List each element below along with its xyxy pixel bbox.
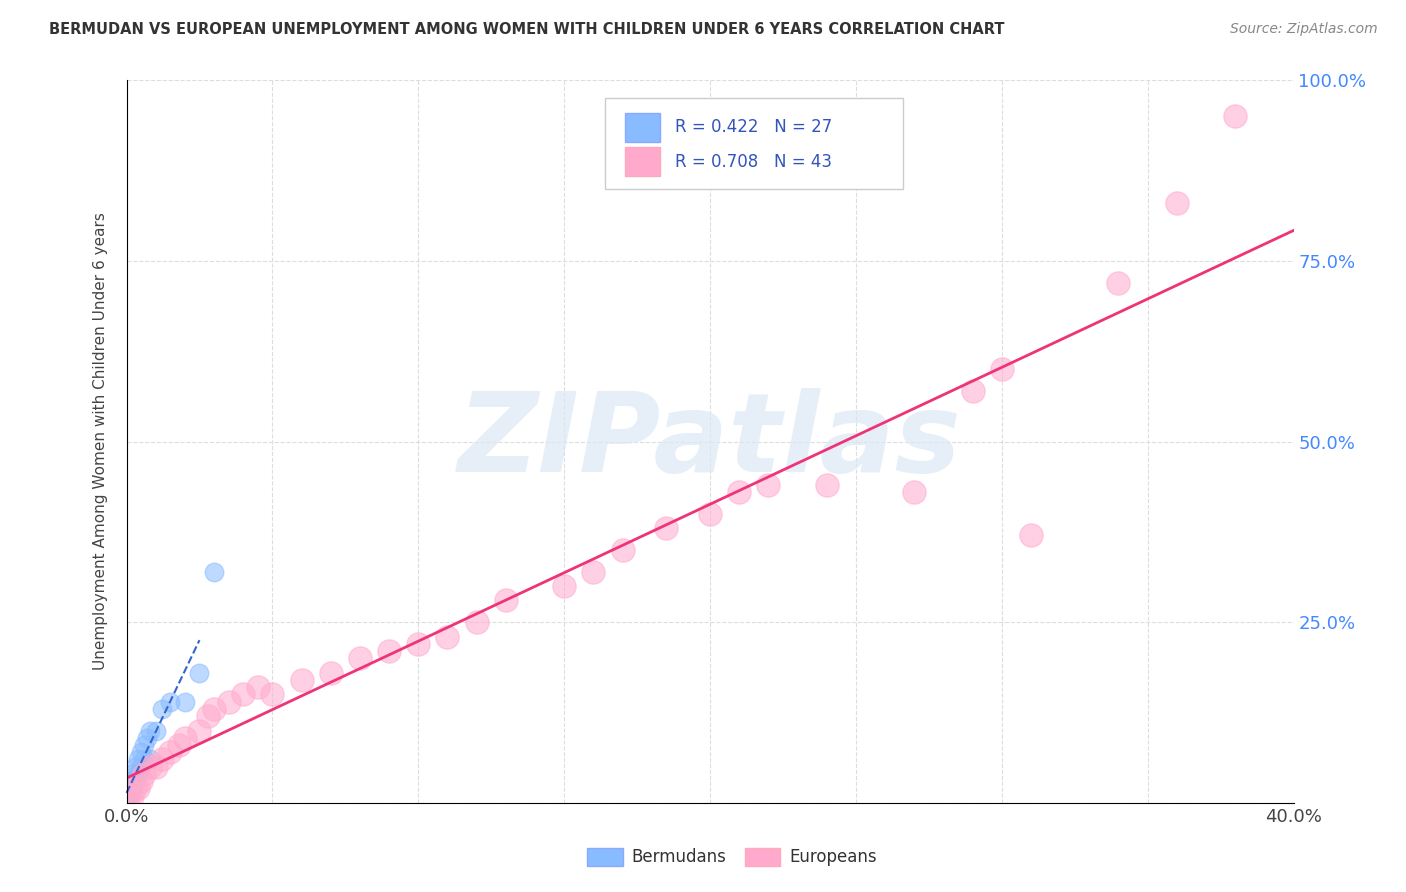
Point [962,384,984,398]
Point [655,521,678,535]
Point [124,774,146,789]
Point [127,781,149,796]
Point [159,745,181,759]
Point [118,781,141,796]
Point [188,723,211,738]
Point [1166,196,1188,211]
Text: ZIPatlas: ZIPatlas [458,388,962,495]
Point [121,781,143,796]
Point [132,738,155,752]
Text: R = 0.708   N = 43: R = 0.708 N = 43 [675,153,832,171]
Text: Europeans: Europeans [789,848,877,866]
Point [121,767,143,781]
Text: BERMUDAN VS EUROPEAN UNEMPLOYMENT AMONG WOMEN WITH CHILDREN UNDER 6 YEARS CORREL: BERMUDAN VS EUROPEAN UNEMPLOYMENT AMONG … [49,22,1005,37]
Bar [745,848,780,866]
Point [139,760,162,774]
Point [139,752,162,766]
Point [124,760,146,774]
Point [129,774,152,789]
Point [127,767,149,781]
Point [436,630,458,644]
Point [115,789,138,803]
Point [118,781,141,796]
Point [408,637,430,651]
Bar [624,147,659,177]
Point [202,702,225,716]
Point [174,731,197,745]
Point [188,665,211,680]
Y-axis label: Unemployment Among Women with Children Under 6 years: Unemployment Among Women with Children U… [93,212,108,671]
Point [118,774,141,789]
Point [124,781,146,796]
Point [115,789,138,803]
Point [202,565,225,579]
Point [118,789,141,803]
Point [159,695,181,709]
Point [150,752,173,766]
Point [990,362,1012,376]
Point [756,478,779,492]
Point [1019,528,1042,542]
Point [129,745,152,759]
Point [132,767,155,781]
Point [115,789,138,803]
Point [1223,110,1246,124]
Point [699,507,721,521]
Point [121,789,143,803]
Point [218,695,240,709]
Bar [588,848,623,866]
Point [495,593,517,607]
Point [232,687,254,701]
Point [129,760,152,774]
Point [118,789,141,803]
Point [319,665,342,680]
Point [197,709,219,723]
Point [132,752,155,766]
Point [582,565,605,579]
Point [903,485,925,500]
Point [167,738,190,752]
FancyBboxPatch shape [605,98,903,189]
Point [115,789,138,803]
Point [246,680,269,694]
Point [815,478,838,492]
Point [553,579,575,593]
Point [349,651,371,665]
Bar [624,112,659,142]
Point [145,723,167,738]
Text: R = 0.422   N = 27: R = 0.422 N = 27 [675,119,832,136]
Point [121,774,143,789]
Text: Bermudans: Bermudans [631,848,727,866]
Point [150,702,173,716]
Point [290,673,312,687]
Point [139,723,162,738]
Point [127,752,149,766]
Point [174,695,197,709]
Text: Source: ZipAtlas.com: Source: ZipAtlas.com [1230,22,1378,37]
Point [465,615,488,630]
Point [136,731,159,745]
Point [145,760,167,774]
Point [728,485,751,500]
Point [612,542,634,557]
Point [262,687,284,701]
Point [378,644,401,658]
Point [1108,276,1130,290]
